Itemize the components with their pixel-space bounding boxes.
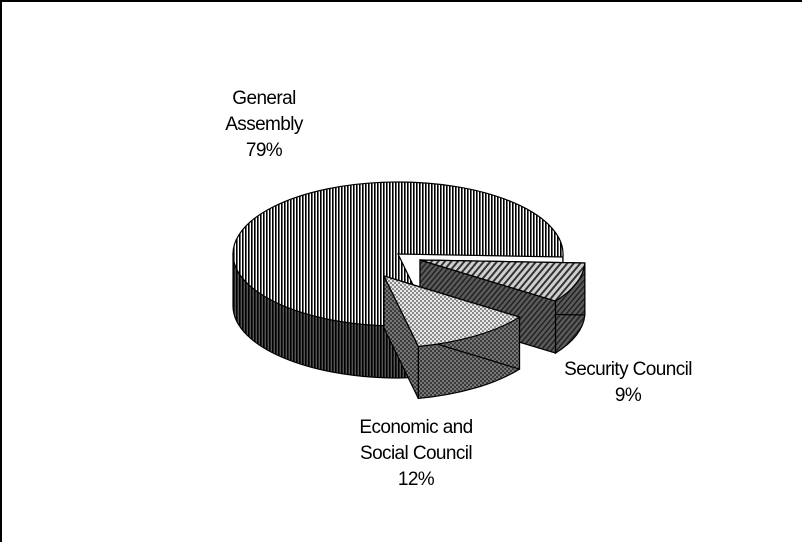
slice-label-line: Assembly bbox=[225, 114, 304, 135]
slice-label-line: Economic and bbox=[359, 417, 472, 438]
slice-label-line: 12% bbox=[398, 469, 435, 490]
slice-label-economic-and-social-council: Economic and Social Council 12% bbox=[359, 417, 472, 490]
slice-label-line: 9% bbox=[615, 385, 642, 406]
pie-slice-general-assembly bbox=[232, 181, 564, 379]
slice-label-line: Social Council bbox=[360, 443, 472, 464]
slice-label-security-council: Security Council 9% bbox=[564, 359, 692, 406]
slice-label-line: Security Council bbox=[564, 359, 692, 380]
slice-label-line: 79% bbox=[246, 140, 283, 161]
pie-slice-economic-and-social-council bbox=[382, 275, 521, 400]
slice-label-line: General bbox=[232, 88, 295, 109]
slice-label-general-assembly: General Assembly 79% bbox=[225, 88, 304, 161]
